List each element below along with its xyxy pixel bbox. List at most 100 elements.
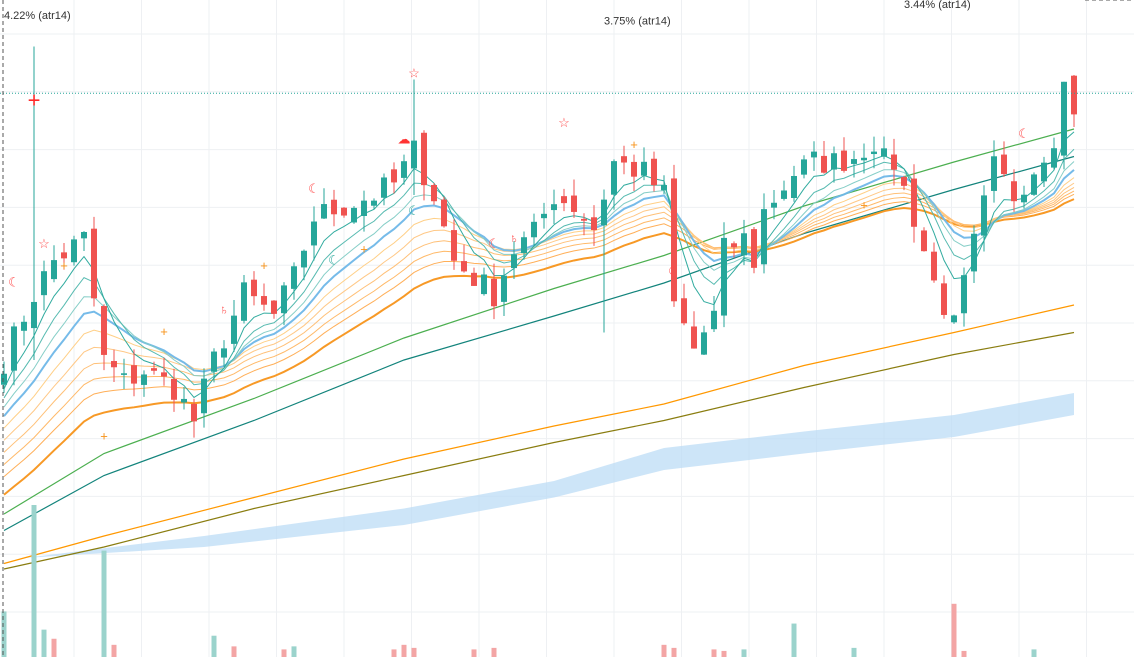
candle[interactable] xyxy=(851,150,857,178)
candle[interactable] xyxy=(1021,185,1027,209)
candle[interactable] xyxy=(571,179,577,218)
candle[interactable] xyxy=(161,357,167,386)
candle[interactable] xyxy=(681,283,687,326)
candle[interactable] xyxy=(1071,74,1077,128)
candle[interactable] xyxy=(241,274,247,324)
candle[interactable] xyxy=(1041,156,1047,188)
candle[interactable] xyxy=(151,361,157,375)
candle[interactable] xyxy=(491,263,497,320)
candle[interactable] xyxy=(301,249,307,281)
candle[interactable] xyxy=(971,225,977,283)
candle[interactable] xyxy=(361,190,367,232)
candle[interactable] xyxy=(541,202,547,229)
candle[interactable] xyxy=(421,130,427,201)
candle[interactable] xyxy=(71,235,77,266)
candle[interactable] xyxy=(731,241,737,258)
candle[interactable] xyxy=(331,189,337,227)
candle[interactable] xyxy=(921,227,927,252)
candle[interactable] xyxy=(631,154,637,192)
candle[interactable] xyxy=(401,154,407,185)
candle[interactable] xyxy=(81,231,87,252)
candle[interactable] xyxy=(911,164,917,243)
candle[interactable] xyxy=(351,206,357,224)
candle[interactable] xyxy=(131,349,137,397)
candle[interactable] xyxy=(891,138,897,186)
candle[interactable] xyxy=(311,206,317,261)
candle[interactable] xyxy=(11,322,17,386)
candle[interactable] xyxy=(761,193,767,274)
candle[interactable] xyxy=(451,219,457,270)
candle[interactable] xyxy=(621,145,627,175)
candle[interactable] xyxy=(231,300,237,352)
candle[interactable] xyxy=(91,216,97,307)
candle[interactable] xyxy=(1061,81,1067,170)
candle[interactable] xyxy=(121,358,127,390)
candle[interactable] xyxy=(861,143,867,174)
candle[interactable] xyxy=(51,245,57,283)
candle[interactable] xyxy=(701,325,707,355)
candle[interactable] xyxy=(221,340,227,367)
candle[interactable] xyxy=(721,222,727,328)
candle[interactable] xyxy=(371,198,377,210)
candle[interactable] xyxy=(191,398,197,438)
candle[interactable] xyxy=(791,165,797,202)
candle[interactable] xyxy=(1001,141,1007,177)
candle[interactable] xyxy=(251,271,257,306)
candle[interactable] xyxy=(581,213,587,236)
candle[interactable] xyxy=(211,348,217,383)
candle[interactable] xyxy=(871,136,877,169)
candle[interactable] xyxy=(711,295,717,333)
candle[interactable] xyxy=(931,242,937,283)
candle[interactable] xyxy=(661,175,667,195)
candle[interactable] xyxy=(291,262,297,300)
candle[interactable] xyxy=(781,180,787,201)
candle[interactable] xyxy=(741,219,747,266)
candle[interactable] xyxy=(941,275,947,319)
candle[interactable] xyxy=(961,267,967,327)
candle[interactable] xyxy=(811,141,817,171)
candle[interactable] xyxy=(951,314,957,324)
candle[interactable] xyxy=(141,370,147,397)
candle[interactable] xyxy=(181,386,187,410)
candle[interactable] xyxy=(201,368,207,428)
candle[interactable] xyxy=(691,311,697,349)
candle[interactable] xyxy=(431,182,437,205)
candle[interactable] xyxy=(831,146,837,183)
candle[interactable] xyxy=(671,164,677,307)
candle[interactable] xyxy=(171,368,177,412)
candle[interactable] xyxy=(471,267,477,287)
candle[interactable] xyxy=(391,162,397,194)
candle[interactable] xyxy=(111,349,117,382)
candle[interactable] xyxy=(1011,169,1017,212)
candle[interactable] xyxy=(1,361,7,393)
candle[interactable] xyxy=(821,140,827,174)
candles[interactable] xyxy=(1,46,1077,438)
candle[interactable] xyxy=(271,300,277,319)
candle[interactable] xyxy=(881,136,887,160)
candle[interactable] xyxy=(381,173,387,206)
candle[interactable] xyxy=(651,151,657,192)
candle[interactable] xyxy=(901,175,907,191)
candle[interactable] xyxy=(841,137,847,173)
candle[interactable] xyxy=(551,189,557,225)
candle[interactable] xyxy=(261,283,267,311)
candle[interactable] xyxy=(611,159,617,210)
candle[interactable] xyxy=(321,188,327,219)
candle[interactable] xyxy=(521,231,527,260)
candle[interactable] xyxy=(641,147,647,181)
candle[interactable] xyxy=(1031,172,1037,196)
candle[interactable] xyxy=(441,196,447,228)
candle[interactable] xyxy=(771,189,777,220)
candle[interactable] xyxy=(981,185,987,252)
candle[interactable] xyxy=(561,188,567,212)
candle[interactable] xyxy=(531,213,537,247)
candle[interactable] xyxy=(21,315,27,346)
candle[interactable] xyxy=(591,205,597,246)
candle[interactable] xyxy=(461,244,467,273)
candle[interactable] xyxy=(511,241,517,279)
candle[interactable] xyxy=(61,243,67,270)
candle[interactable] xyxy=(501,268,507,316)
candle[interactable] xyxy=(751,227,757,274)
